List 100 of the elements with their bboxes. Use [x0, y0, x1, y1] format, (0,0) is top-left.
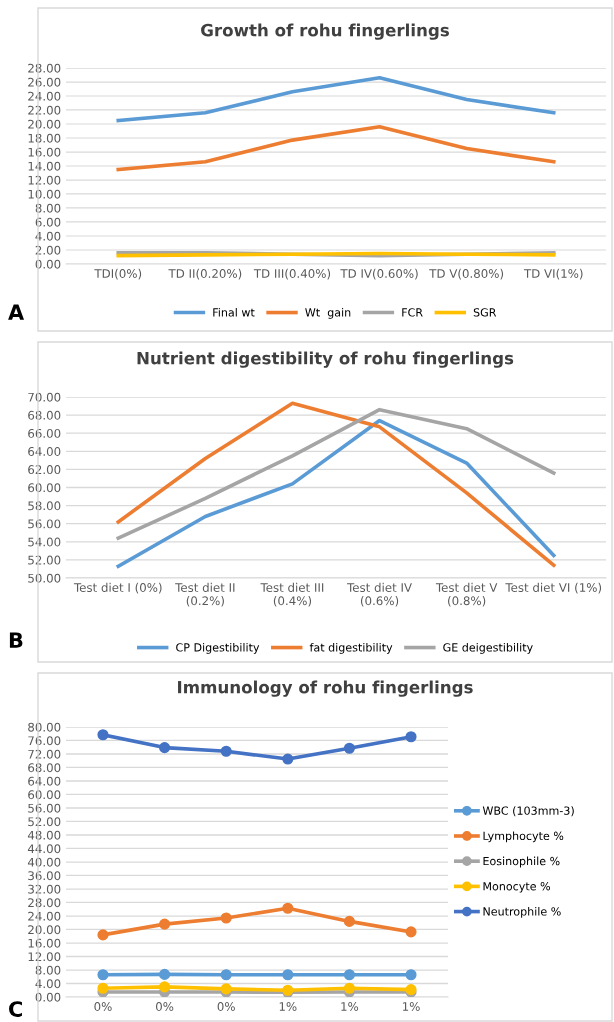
y-tick-label: 40.00 — [27, 857, 61, 867]
point — [405, 731, 417, 743]
x-tick-label: Test diet I (0%) — [73, 582, 162, 594]
x-tick-label: 0% — [94, 1002, 112, 1011]
y-tick-label: 80.00 — [28, 722, 61, 732]
point — [159, 742, 171, 754]
point — [343, 915, 355, 927]
point — [97, 969, 109, 981]
y-tick-label: 6.00 — [35, 217, 61, 227]
y-tick-label: 24.00 — [28, 91, 61, 101]
y-tick-label: 62.00 — [28, 465, 61, 475]
x-tick-label: Test diet III (0.4%) — [260, 582, 324, 607]
x-tick-label: Test diet IV (0.6%) — [347, 582, 412, 607]
text: A — [8, 304, 25, 320]
point — [220, 912, 232, 924]
point — [220, 969, 232, 981]
y-tick-label: 0.00 — [35, 259, 61, 269]
legend-label: Wt gain — [305, 308, 351, 319]
y-tick-label: 28.00 — [28, 63, 61, 73]
y-tick-label: 8.00 — [35, 965, 61, 975]
legend-label: WBC (103mm-3) — [482, 806, 574, 817]
legend-label: Lymphocyte % — [483, 831, 564, 843]
x-tick-label: TD IV(0.60%) — [340, 268, 418, 280]
legend-label: GE deigestibility — [443, 643, 533, 654]
x-tick-label: Test diet II (0.2%) — [175, 582, 235, 607]
legend-label: Neutrophile % — [483, 907, 561, 918]
y-tick-label: 52.00 — [28, 555, 61, 565]
y-tick-label: 2.00 — [35, 245, 61, 255]
point — [97, 982, 109, 994]
y-tick-label: 14.00 — [28, 161, 61, 171]
x-tick-label: 1% — [402, 1002, 420, 1011]
y-tick-label: 8.00 — [35, 203, 61, 213]
legend-label: SGR — [473, 308, 497, 317]
point — [405, 969, 417, 981]
y-tick-label: 12.00 — [28, 952, 61, 962]
point — [220, 745, 232, 757]
y-tick-label: 10.00 — [28, 189, 61, 199]
y-tick-label: 44.00 — [27, 844, 61, 854]
y-tick-label: 24.00 — [28, 911, 61, 921]
y-tick-label: 32.00 — [28, 884, 61, 894]
x-tick-label: 1% — [279, 1002, 297, 1011]
y-tick-label: 72.00 — [28, 749, 61, 759]
y-tick-label: 68.00 — [28, 763, 61, 773]
y-tick-label: 50.00 — [28, 573, 61, 583]
y-tick-label: 70.00 — [28, 392, 61, 402]
y-tick-label: 20.00 — [28, 925, 61, 935]
x-tick-label: 1% — [341, 1002, 359, 1011]
line-series — [116, 407, 556, 540]
chart-title: Immunology of rohu fingerlings — [178, 680, 473, 697]
legend-label: Eosinophile % — [483, 856, 560, 868]
y-tick-label: 68.00 — [28, 410, 61, 420]
x-tick-label: 0% — [155, 1002, 174, 1011]
point — [405, 926, 417, 938]
y-tick-label: 12.00 — [28, 175, 61, 185]
y-tick-label: 28.00 — [28, 898, 61, 908]
y-tick-label: 20.00 — [28, 119, 61, 129]
y-tick-label: 54.00 — [28, 537, 61, 547]
y-tick-label: 64.00 — [28, 447, 61, 456]
legend-label: fat digestibility — [309, 643, 393, 654]
point — [282, 969, 294, 981]
x-tick-label: TDI(0%) — [94, 268, 142, 280]
y-tick-label: 18.00 — [28, 133, 61, 143]
y-tick-label: 64.00 — [28, 776, 61, 786]
y-tick-label: 4.00 — [35, 231, 61, 241]
y-tick-label: 60.00 — [28, 483, 61, 493]
y-tick-label: 0.00 — [35, 992, 61, 1002]
y-tick-label: 26.00 — [28, 77, 61, 87]
y-tick-label: 66.00 — [28, 428, 61, 438]
x-tick-label: TD III(0.40%) — [253, 268, 331, 280]
point — [343, 742, 355, 754]
y-tick-label: 4.00 — [35, 979, 61, 989]
legend-label: Monocyte % — [483, 882, 551, 893]
y-tick-label: 56.00 — [28, 519, 61, 529]
point — [282, 753, 294, 765]
y-tick-label: 60.00 — [28, 790, 61, 800]
text: C — [9, 1001, 22, 1017]
x-tick-label: 0% — [217, 1002, 235, 1011]
legend-label: CP Digestibility — [176, 643, 260, 654]
y-tick-label: 36.00 — [28, 871, 61, 881]
y-tick-label: 22.00 — [28, 105, 61, 115]
chart-title: Nutrient digestibility of rohu fingerlings — [137, 351, 514, 368]
point — [159, 968, 171, 980]
point — [97, 929, 109, 941]
y-tick-label: 16.00 — [28, 147, 61, 157]
point — [343, 982, 355, 994]
line-series — [116, 75, 556, 123]
y-tick-label: 52.00 — [28, 817, 61, 827]
x-tick-label: TD V(0.80%) — [429, 268, 504, 280]
point — [159, 981, 171, 993]
y-tick-label: 48.00 — [27, 830, 61, 840]
text: B — [9, 632, 23, 648]
point — [97, 729, 109, 741]
y-tick-label: 56.00 — [28, 803, 61, 813]
y-tick-label: 58.00 — [28, 501, 61, 511]
x-tick-label: Test diet VI (1%) — [505, 582, 602, 594]
x-tick-label: Test diet V (0.8%) — [435, 582, 498, 607]
chart-title: Growth of rohu fingerlings — [201, 23, 449, 40]
legend-label: FCR — [402, 308, 423, 317]
point — [343, 969, 355, 981]
line-series — [116, 124, 556, 172]
